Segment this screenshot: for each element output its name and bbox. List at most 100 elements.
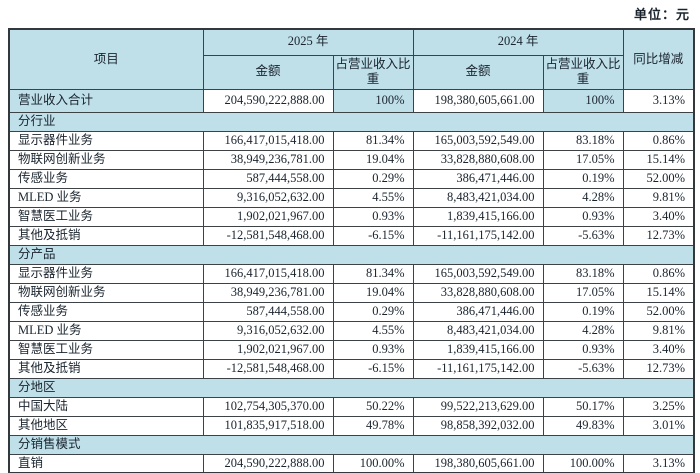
table-header: 项目 2025 年 2024 年 同比增减 金额 占营业收入比重 金额 占营业收… xyxy=(8,28,695,90)
cell-item-label: 显示器件业务 xyxy=(8,263,204,284)
header-row-measures: 金额 占营业收入比重 金额 占营业收入比重 xyxy=(9,54,694,90)
cell-yoy: 3.01% xyxy=(622,415,695,436)
cell-share-2025: 0.93% xyxy=(332,339,414,360)
cell-share-2025: 0.29% xyxy=(332,168,414,189)
cell-item-label: 智慧医工业务 xyxy=(8,339,204,360)
table-row: 其他地区 101,835,917,518.00 49.78% 98,858,392,0… xyxy=(8,415,695,436)
table-row: 其他及抵销 -12,581,548,468.00 -6.15% -11,161,175… xyxy=(8,225,695,246)
cell-item-label: 营业收入合计 xyxy=(8,88,204,113)
cell-amount-2024: 1,839,415,166.00 xyxy=(412,339,544,360)
table-row: 其他及抵销 -12,581,548,468.00 -6.15% -11,161,175… xyxy=(8,358,695,379)
section-label: 分销售模式 xyxy=(8,434,695,455)
header-share-2024: 占营业收入比重 xyxy=(542,54,624,90)
cell-share-2024: 0.93% xyxy=(542,206,624,227)
header-item: 项目 xyxy=(8,28,204,90)
cell-share-2024: 100% xyxy=(542,88,624,113)
cell-share-2025: -6.15% xyxy=(332,358,414,379)
cell-yoy: 3.13% xyxy=(622,88,695,113)
cell-share-2024: 4.28% xyxy=(542,320,624,341)
cell-item-label: 传感业务 xyxy=(8,301,204,322)
cell-item-label: 直销 xyxy=(8,453,204,473)
cell-yoy: 9.81% xyxy=(622,320,695,341)
cell-share-2025: 81.34% xyxy=(332,263,414,284)
cell-yoy: 52.00% xyxy=(622,168,695,189)
cell-amount-2024: 386,471,446.00 xyxy=(412,301,544,322)
header-row-years: 项目 2025 年 2024 年 同比增减 xyxy=(8,28,695,90)
cell-amount-2025: 1,902,021,967.00 xyxy=(202,206,334,227)
cell-item-label: 传感业务 xyxy=(8,168,204,189)
cell-amount-2025: 204,590,222,888.00 xyxy=(202,88,334,113)
cell-amount-2025: 38,949,236,781.00 xyxy=(202,149,334,170)
cell-amount-2024: 8,483,421,034.00 xyxy=(412,187,544,208)
cell-yoy: 0.86% xyxy=(622,263,695,284)
cell-amount-2025: 9,316,052,632.00 xyxy=(202,187,334,208)
cell-share-2025: 4.55% xyxy=(332,187,414,208)
cell-share-2024: 50.17% xyxy=(542,396,624,417)
table-row: 显示器件业务 166,417,015,418.00 81.34% 165,003,59… xyxy=(8,130,695,151)
section-label: 分行业 xyxy=(8,111,695,132)
cell-amount-2024: 198,380,605,661.00 xyxy=(412,88,544,113)
cell-share-2025: 81.34% xyxy=(332,130,414,151)
cell-share-2024: -5.63% xyxy=(542,358,624,379)
header-share-2025: 占营业收入比重 xyxy=(332,54,414,90)
cell-share-2024: 17.05% xyxy=(542,282,624,303)
table-row: 营业收入合计 204,590,222,888.00 100% 198,380,605,… xyxy=(8,88,695,113)
cell-share-2025: -6.15% xyxy=(332,225,414,246)
cell-share-2025: 100% xyxy=(332,88,414,113)
table-body: 营业收入合计 204,590,222,888.00 100% 198,380,605,… xyxy=(8,88,695,473)
cell-item-label: 其他及抵销 xyxy=(8,358,204,379)
cell-amount-2024: 1,839,415,166.00 xyxy=(412,206,544,227)
cell-item-label: MLED 业务 xyxy=(8,187,204,208)
cell-amount-2025: 38,949,236,781.00 xyxy=(202,282,334,303)
cell-share-2024: 100.00% xyxy=(542,453,624,473)
cell-item-label: 显示器件业务 xyxy=(8,130,204,151)
cell-amount-2025: 204,590,222,888.00 xyxy=(202,453,334,473)
cell-share-2025: 4.55% xyxy=(332,320,414,341)
header-amount-2024: 金额 xyxy=(412,54,544,90)
cell-share-2025: 0.93% xyxy=(332,206,414,227)
table-row: 智慧医工业务 1,902,021,967.00 0.93% 1,839,415,166… xyxy=(8,206,695,227)
cell-yoy: 0.86% xyxy=(622,130,695,151)
cell-share-2025: 100.00% xyxy=(332,453,414,473)
cell-item-label: 中国大陆 xyxy=(8,396,204,417)
cell-yoy: 9.81% xyxy=(622,187,695,208)
cell-amount-2025: 102,754,305,370.00 xyxy=(202,396,334,417)
cell-amount-2024: 198,380,605,661.00 xyxy=(412,453,544,473)
header-year-2024: 2024 年 xyxy=(412,28,624,56)
table-row: 显示器件业务 166,417,015,418.00 81.34% 165,003,59… xyxy=(8,263,695,284)
table-row: 传感业务 587,444,558.00 0.29% 386,471,446.00 0.1… xyxy=(8,301,695,322)
cell-item-label: 其他及抵销 xyxy=(8,225,204,246)
cell-amount-2024: 99,522,213,629.00 xyxy=(412,396,544,417)
cell-item-label: 其他地区 xyxy=(8,415,204,436)
cell-amount-2025: -12,581,548,468.00 xyxy=(202,358,334,379)
cell-amount-2024: -11,161,175,142.00 xyxy=(412,358,544,379)
section-row: 分地区 xyxy=(8,377,695,398)
header-year-2025: 2025 年 xyxy=(202,28,414,56)
unit-label: 单位：元 xyxy=(633,7,690,22)
cell-share-2025: 19.04% xyxy=(332,149,414,170)
cell-amount-2025: 166,417,015,418.00 xyxy=(202,263,334,284)
cell-yoy: 3.13% xyxy=(622,453,695,473)
cell-item-label: 物联网创新业务 xyxy=(8,149,204,170)
cell-item-label: 智慧医工业务 xyxy=(8,206,204,227)
cell-share-2025: 50.22% xyxy=(332,396,414,417)
cell-amount-2024: 98,858,392,032.00 xyxy=(412,415,544,436)
cell-yoy: 15.14% xyxy=(622,282,695,303)
cell-amount-2025: 9,316,052,632.00 xyxy=(202,320,334,341)
cell-yoy: 15.14% xyxy=(622,149,695,170)
cell-amount-2025: 587,444,558.00 xyxy=(202,168,334,189)
table-row: 直销 204,590,222,888.00 100.00% 198,380,605,6… xyxy=(8,453,695,473)
cell-amount-2025: -12,581,548,468.00 xyxy=(202,225,334,246)
cell-amount-2024: 8,483,421,034.00 xyxy=(412,320,544,341)
cell-share-2024: 17.05% xyxy=(542,149,624,170)
table-row: 传感业务 587,444,558.00 0.29% 386,471,446.00 0.1… xyxy=(8,168,695,189)
cell-share-2025: 49.78% xyxy=(332,415,414,436)
cell-item-label: MLED 业务 xyxy=(8,320,204,341)
cell-amount-2025: 587,444,558.00 xyxy=(202,301,334,322)
section-row: 分销售模式 xyxy=(8,434,695,455)
table-row: 智慧医工业务 1,902,021,967.00 0.93% 1,839,415,166… xyxy=(8,339,695,360)
cell-yoy: 52.00% xyxy=(622,301,695,322)
cell-amount-2024: -11,161,175,142.00 xyxy=(412,225,544,246)
cell-yoy: 3.40% xyxy=(622,206,695,227)
table-row: 物联网创新业务 38,949,236,781.00 19.04% 33,828,880… xyxy=(8,149,695,170)
